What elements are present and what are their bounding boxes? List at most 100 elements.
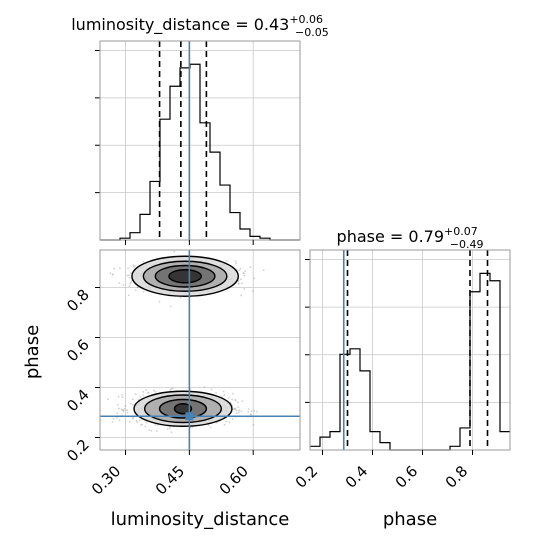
scatter-point <box>241 400 244 403</box>
scatter-point <box>250 410 253 412</box>
title-minus: −0.49 <box>450 238 484 251</box>
scatter-point <box>237 283 240 285</box>
scatter-point <box>231 418 234 421</box>
scatter-point <box>252 424 255 426</box>
scatter-point <box>239 267 242 270</box>
x-axis-label-phase: phase <box>383 509 437 530</box>
scatter-point <box>116 412 119 415</box>
scatter-point <box>237 411 240 413</box>
scatter-point <box>166 428 169 430</box>
scatter-point <box>122 409 125 412</box>
scatter-point <box>251 290 254 293</box>
scatter-point <box>122 410 125 412</box>
scatter-point <box>118 407 120 410</box>
scatter-point <box>142 394 145 397</box>
scatter-point <box>234 399 237 402</box>
scatter-point <box>142 260 145 263</box>
title-minus: −0.05 <box>295 26 329 39</box>
scatter-point <box>238 269 241 272</box>
title-plus: +0.07 <box>444 225 478 238</box>
scatter-point <box>223 423 226 426</box>
scatter-point <box>169 427 171 430</box>
scatter-point <box>155 430 158 433</box>
scatter-point <box>243 274 246 277</box>
scatter-point <box>138 419 141 422</box>
scatter-point <box>132 403 134 406</box>
scatter-point <box>253 409 256 412</box>
scatter-point <box>132 265 135 268</box>
scatter-point <box>139 396 142 398</box>
scatter-point <box>171 387 174 390</box>
scatter-point <box>111 420 114 423</box>
scatter-point <box>238 409 241 412</box>
scatter-point <box>231 392 234 395</box>
scatter-point <box>136 421 139 423</box>
scatter-point <box>129 402 132 405</box>
scatter-point <box>262 269 265 272</box>
scatter-point <box>170 431 173 434</box>
scatter-point <box>126 409 128 412</box>
scatter-point <box>128 284 131 287</box>
scatter-point <box>88 407 90 409</box>
scatter-point <box>228 421 231 424</box>
scatter-point <box>116 403 119 406</box>
scatter-point <box>207 424 210 427</box>
scatter-point <box>134 289 137 292</box>
x-axis-label-luminosity-distance: luminosity_distance <box>111 509 290 530</box>
scatter-point <box>148 429 150 431</box>
scatter-point <box>128 274 131 277</box>
scatter-point <box>128 282 131 285</box>
scatter-point <box>234 407 237 410</box>
scatter-point <box>243 272 245 275</box>
y-tick-label: 0.4 <box>63 386 93 416</box>
scatter-point <box>132 264 135 267</box>
scatter-point <box>158 300 161 303</box>
scatter-point <box>136 286 139 289</box>
scatter-point <box>234 408 236 411</box>
histogram-phase: 0.2 0.4 0.6 0.8 <box>292 249 511 492</box>
scatter-point <box>215 392 217 394</box>
scatter-point <box>128 276 131 279</box>
scatter-point <box>235 409 238 412</box>
title-param: phase <box>337 227 385 246</box>
scatter-point <box>141 423 144 426</box>
y-tick-label: 0.8 <box>63 286 93 316</box>
y-tick-label: 0.6 <box>63 336 93 366</box>
scatter-point <box>153 389 155 392</box>
scatter-point <box>131 398 134 401</box>
scatter-point <box>249 413 252 416</box>
scatter-point <box>209 426 212 429</box>
scatter-point <box>121 409 124 411</box>
scatter-point <box>124 404 127 407</box>
title-median: 0.43 <box>254 15 290 34</box>
scatter-point <box>145 389 147 391</box>
scatter-point <box>240 294 242 297</box>
scatter-point <box>203 386 206 388</box>
x-tick-label: 0.4 <box>342 462 372 492</box>
scatter-point <box>109 272 112 275</box>
scatter-point <box>225 259 228 262</box>
scatter-point <box>118 282 121 284</box>
scatter-point <box>210 388 213 391</box>
scatter-point <box>121 396 124 399</box>
scatter-point <box>170 388 173 391</box>
scatter-point <box>130 281 132 284</box>
title-luminosity-distance: luminosity_distance = 0.43+0.06 −0.05 <box>71 13 329 39</box>
histogram-step <box>100 63 300 241</box>
scatter-point <box>112 417 115 420</box>
scatter-point <box>244 270 246 273</box>
scatter-point <box>132 416 135 419</box>
scatter-point <box>119 267 121 270</box>
scatter-point <box>122 284 125 287</box>
scatter-point <box>111 273 114 276</box>
scatter-point <box>113 267 116 270</box>
scatter-point <box>242 271 245 274</box>
scatter-point <box>147 391 149 394</box>
scatter-point <box>234 260 237 262</box>
scatter-point <box>222 390 225 393</box>
scatter-point <box>237 282 240 285</box>
axes-frame <box>99 40 301 241</box>
scatter-point <box>117 395 120 398</box>
axes-frame <box>99 249 301 451</box>
